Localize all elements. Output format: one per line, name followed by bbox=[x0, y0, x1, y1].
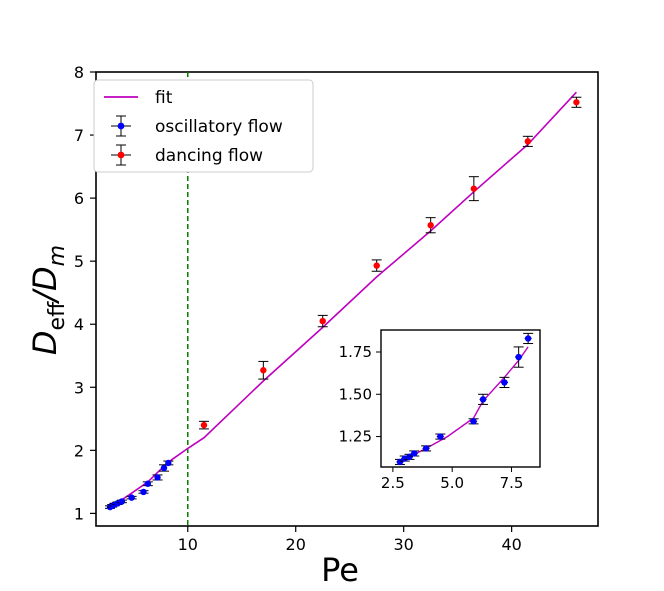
legend-box bbox=[93, 79, 314, 173]
legend-label-dancing-flow: dancing flow bbox=[155, 146, 263, 166]
inset-frame bbox=[380, 329, 541, 468]
data-point bbox=[501, 379, 508, 386]
inset-oscillatory-point bbox=[523, 332, 534, 345]
inset-x-tick-label: 2.5 bbox=[381, 474, 405, 492]
data-point bbox=[524, 335, 532, 342]
y-label-base: D bbox=[26, 330, 64, 355]
data-point bbox=[140, 488, 147, 496]
y-tick-label: 3 bbox=[74, 378, 84, 397]
oscillatory-flow-point bbox=[116, 498, 127, 505]
data-point bbox=[154, 474, 161, 481]
inset-x-tick-label: 7.5 bbox=[500, 474, 524, 492]
x-tick-label: 30 bbox=[393, 535, 413, 554]
y-label-sub1: eff bbox=[45, 301, 70, 331]
y-label-sub2: m bbox=[45, 245, 70, 266]
dancing-flow-point bbox=[258, 360, 269, 380]
fit-line bbox=[109, 91, 577, 508]
data-point bbox=[470, 418, 477, 425]
data-point bbox=[396, 458, 404, 466]
dancing-flow-point bbox=[468, 176, 479, 202]
legend-oscillatory-flow-swatch bbox=[111, 115, 131, 137]
data-point bbox=[144, 480, 152, 487]
data-point bbox=[128, 494, 135, 501]
dancing-flow-point bbox=[198, 420, 209, 430]
data-point bbox=[437, 433, 444, 440]
y-tick-label: 4 bbox=[74, 315, 84, 334]
y-tick-label: 2 bbox=[74, 441, 84, 460]
inset-oscillatory-point bbox=[468, 418, 479, 425]
inset-plot: 2.5 5.0 7.5 1.25 1.50 1.75 bbox=[339, 329, 541, 492]
x-axis-label: Pe bbox=[321, 551, 359, 589]
oscillatory-flow-point bbox=[142, 480, 153, 487]
legend-dancing-flow-swatch bbox=[111, 144, 131, 166]
svg-text:Deff/Dm: Deff/Dm bbox=[26, 245, 70, 355]
dancing-flow-point bbox=[522, 135, 533, 147]
data-point bbox=[515, 353, 522, 361]
inset-y-tick-label: 1.25 bbox=[339, 428, 372, 446]
legend-label-oscillatory-flow: oscillatory flow bbox=[155, 117, 283, 137]
inset-y-tick-label: 1.75 bbox=[339, 343, 372, 361]
y-label-slash: / bbox=[26, 288, 64, 305]
x-tick-label: 20 bbox=[286, 535, 306, 554]
inset-x-tick-label: 5.0 bbox=[440, 474, 464, 492]
inset-y-tick-label: 1.50 bbox=[339, 385, 372, 403]
data-point bbox=[200, 421, 208, 429]
inset-oscillatory-point bbox=[421, 445, 432, 452]
data-point bbox=[470, 185, 478, 192]
y-tick-label: 8 bbox=[74, 63, 84, 82]
y-tick-label: 5 bbox=[74, 252, 84, 271]
y-axis-label: Deff/Dm bbox=[26, 245, 70, 355]
data-point bbox=[427, 222, 434, 229]
data-point bbox=[479, 396, 487, 403]
oscillatory-flow-point bbox=[163, 459, 174, 467]
x-tick-label: 40 bbox=[501, 535, 521, 554]
data-point bbox=[260, 367, 267, 374]
oscillatory-flow-point bbox=[126, 494, 137, 501]
data-point bbox=[118, 498, 126, 505]
data-point bbox=[117, 122, 125, 130]
data-point bbox=[319, 317, 326, 325]
data-point bbox=[406, 453, 413, 461]
data-point bbox=[573, 99, 580, 106]
data-point bbox=[117, 151, 125, 159]
plot-frame bbox=[95, 71, 599, 527]
y-tick-label: 6 bbox=[74, 189, 84, 208]
inset-oscillatory-point bbox=[499, 376, 510, 389]
data-point bbox=[373, 262, 380, 269]
data-point bbox=[411, 450, 418, 457]
legend-label-fit: fit bbox=[155, 88, 173, 108]
data-point bbox=[165, 459, 172, 467]
dancing-flow-point bbox=[571, 96, 582, 108]
oscillatory-flow-point bbox=[152, 474, 163, 481]
dancing-flow-point bbox=[317, 314, 328, 328]
data-point bbox=[524, 138, 532, 145]
dancing-flow-point bbox=[425, 217, 436, 234]
y-tick-label: 7 bbox=[74, 126, 84, 145]
dancing-flow-point bbox=[371, 259, 382, 272]
inset-oscillatory-point bbox=[409, 450, 420, 457]
data-point bbox=[160, 464, 168, 472]
inset-oscillatory-point bbox=[478, 393, 489, 405]
oscillatory-flow-point bbox=[138, 488, 149, 496]
y-tick-label: 1 bbox=[74, 504, 84, 523]
data-point bbox=[422, 445, 430, 452]
inset-oscillatory-point bbox=[513, 346, 524, 368]
inset-oscillatory-point bbox=[394, 458, 405, 466]
legend: fit oscillatory flow dancing flow bbox=[93, 79, 314, 173]
x-tick-label: 10 bbox=[178, 535, 198, 554]
y-label-base2: D bbox=[26, 266, 64, 291]
inset-oscillatory-point bbox=[435, 433, 446, 440]
